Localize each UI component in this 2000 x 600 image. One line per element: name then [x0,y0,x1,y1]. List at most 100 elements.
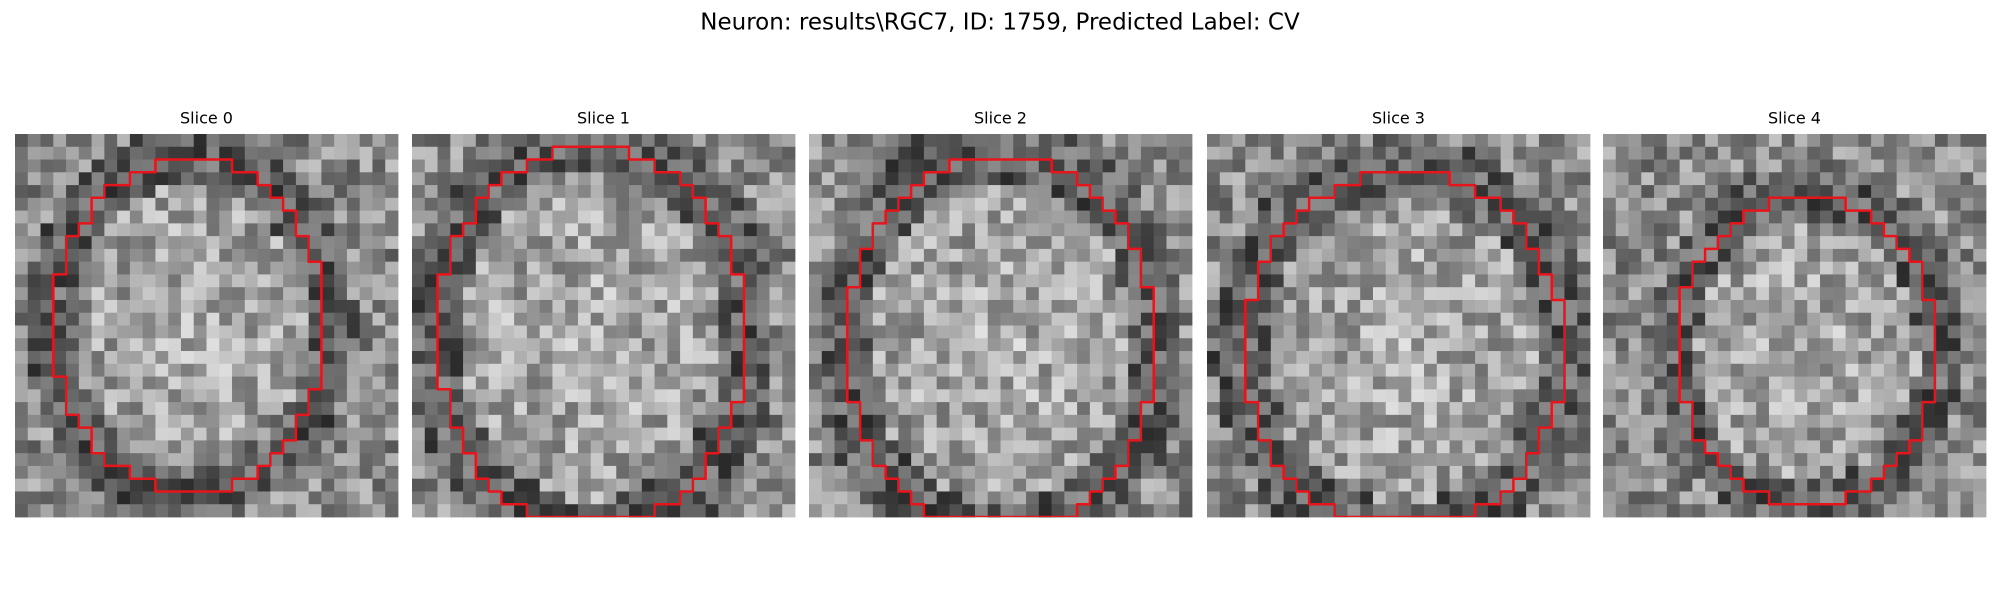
pixel [1538,465,1553,480]
pixel [117,427,131,441]
pixel [1705,389,1719,403]
pixel [40,478,54,492]
pixel [1603,287,1617,301]
pixel [104,210,118,224]
pixel [1232,223,1246,237]
pixel [1398,402,1412,416]
pixel [1858,159,1872,173]
pixel [834,414,848,429]
pixel [346,389,361,403]
pixel [104,389,118,403]
pixel [1883,312,1898,326]
pixel [962,223,976,237]
pixel [514,402,528,416]
pixel [1500,402,1514,416]
pixel [142,236,156,250]
pixel [104,338,118,352]
pixel [1577,274,1591,288]
pixel [705,478,719,492]
pixel [641,185,655,199]
pixel [1296,504,1310,518]
pixel [1845,478,1859,492]
pixel [705,376,719,390]
pixel [1487,402,1502,416]
pixel [501,210,515,224]
pixel [257,159,271,173]
pixel [1871,185,1885,199]
pixel [1140,146,1155,160]
pixel [769,210,783,224]
pixel [1487,440,1502,454]
pixel [1140,223,1155,237]
pixel [860,248,874,263]
pixel [974,185,989,199]
pixel [244,210,258,224]
pixel [1717,312,1732,326]
pixel [27,440,41,454]
pixel [577,146,592,160]
pixel [616,491,630,505]
pixel [1883,210,1898,224]
pixel [1334,248,1348,263]
pixel [1781,134,1795,148]
pixel [603,504,617,518]
pixel [1424,376,1438,390]
pixel [539,402,553,416]
pixel [27,299,41,314]
pixel [1934,376,1949,390]
pixel [514,440,528,454]
pixel [334,325,348,339]
pixel [437,440,451,454]
pixel [1245,453,1259,467]
pixel [1896,453,1910,467]
pixel [283,210,297,224]
pixel [1960,134,1974,148]
pixel [40,465,54,480]
contour [52,158,323,493]
pixel [590,134,604,148]
pixel [526,236,541,250]
pixel [769,351,783,365]
pixel [718,389,732,403]
pixel [590,414,604,429]
pixel [641,389,655,403]
pixel [1360,274,1374,288]
pixel [872,223,886,237]
pixel [1807,338,1821,352]
pixel [1245,261,1259,275]
pixel [501,376,515,390]
pixel [1064,223,1078,237]
pixel [1258,261,1272,275]
pixel [1462,453,1476,467]
pixel [1717,402,1732,416]
pixel [692,274,707,288]
pixel [1424,478,1438,492]
pixel [705,146,719,160]
pixel [731,504,745,518]
pixel [1232,299,1246,314]
pixel [155,504,169,518]
pixel [66,299,80,314]
pixel [206,414,220,429]
pixel [782,351,796,365]
pixel [1615,402,1629,416]
pixel [1089,287,1104,301]
pixel [1258,465,1272,480]
pixel [1871,440,1885,454]
pixel [692,210,707,224]
pixel [1500,389,1514,403]
pixel [1462,491,1476,505]
pixel [1654,402,1668,416]
pixel [206,363,220,377]
pixel [1270,427,1284,441]
pixel [1538,491,1553,505]
pixel [1896,312,1910,326]
pixel [1334,465,1348,480]
pixel [1973,376,1987,390]
pixel [1219,223,1233,237]
pixel [1526,389,1540,403]
pixel [1102,172,1116,186]
pixel [526,376,541,390]
pixel [501,402,515,416]
pixel [1896,248,1910,263]
